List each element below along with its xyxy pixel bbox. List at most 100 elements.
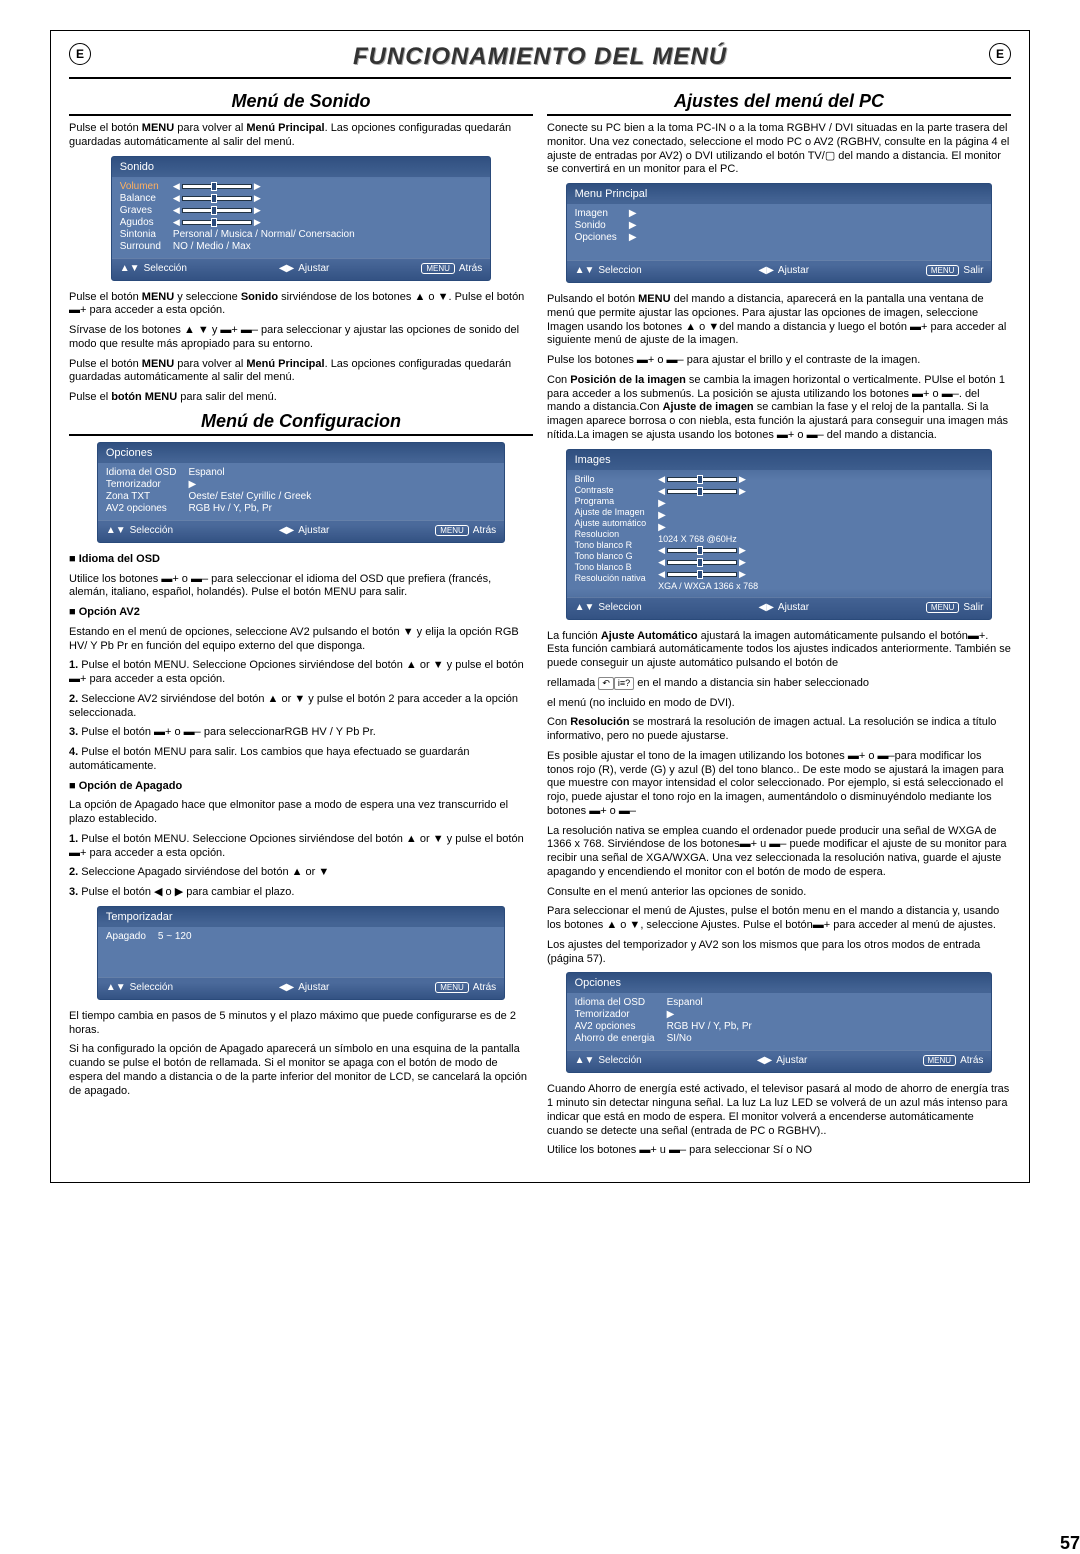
- para: Si ha configurado la opción de Apagado a…: [69, 1043, 533, 1098]
- para: Pulse el botón MENU para volver al Menú …: [69, 122, 533, 150]
- para: La función Ajuste Automático ajustará la…: [547, 630, 1011, 671]
- osd-item: Apagado: [106, 931, 146, 942]
- para: Es posible ajustar el tono de la imagen …: [547, 750, 1011, 819]
- osd-footer-back: MENUAtrás: [435, 982, 496, 993]
- subheading-apagado: Opción de Apagado: [69, 780, 533, 794]
- osd-footer-adjust: ◀▶Ajustar: [279, 263, 330, 274]
- osd-footer-back: MENUAtrás: [435, 525, 496, 536]
- osd-item: Tono blanco R: [575, 540, 647, 550]
- osd-value: RGB Hv / Y, Pb, Pr: [188, 503, 311, 514]
- para: Pulse los botones ▬+ o ▬– para ajustar e…: [547, 354, 1011, 368]
- para: Sírvase de los botones ▲ ▼ y ▬+ ▬– para …: [69, 324, 533, 352]
- osd-item: Temorizador: [106, 479, 177, 490]
- osd-value: Oeste/ Este/ Cyrillic / Greek: [188, 491, 311, 502]
- osd-item: Idioma del OSD: [106, 467, 177, 478]
- osd-value: Espanol: [188, 467, 311, 478]
- step: 1. Pulse el botón MENU. Seleccione Opcio…: [69, 833, 533, 861]
- para: rellamada ↶i≡? en el mando a distancia s…: [547, 677, 1011, 691]
- osd-item: Ahorro de energia: [575, 1033, 655, 1044]
- osd-value: ▶: [629, 208, 637, 219]
- header-badge-right: E: [989, 43, 1011, 65]
- osd-item: Agudos: [120, 217, 161, 228]
- osd-item: Zona TXT: [106, 491, 177, 502]
- osd-item: AV2 opciones: [575, 1021, 655, 1032]
- osd-item: Surround: [120, 241, 161, 252]
- page-frame: E FUNCIONAMIENTO DEL MENÚ E Menú de Soni…: [50, 30, 1030, 1183]
- para: Estando en el menú de opciones, seleccio…: [69, 626, 533, 654]
- step: 2. Seleccione Apagado sirviéndose del bo…: [69, 866, 533, 880]
- osd-item: Graves: [120, 205, 161, 216]
- para: Pulse el botón MENU y seleccione Sonido …: [69, 291, 533, 319]
- para: Para seleccionar el menú de Ajustes, pul…: [547, 905, 1011, 933]
- para: Utilice los botones ▬+ u ▬– para selecci…: [547, 1144, 1011, 1158]
- osd-slider: ◀▶: [658, 474, 758, 485]
- osd-item: Imagen: [575, 208, 617, 219]
- osd-slider: ◀▶: [173, 193, 355, 204]
- osd-item: Sintonia: [120, 229, 161, 240]
- para: Pulse el botón MENU para volver al Menú …: [69, 358, 533, 386]
- para: el menú (no incluido en modo de DVI).: [547, 697, 1011, 711]
- osd-item: Tono blanco G: [575, 551, 647, 561]
- para: Pulse el botón MENU para salir del menú.: [69, 391, 533, 405]
- osd-value: ▶: [629, 220, 637, 231]
- step: 1. Pulse el botón MENU. Seleccione Opcio…: [69, 659, 533, 687]
- osd-value: 5 ~ 120: [158, 931, 192, 942]
- osd-footer-select: ▲▼Seleccion: [575, 602, 642, 613]
- osd-title: Sonido: [112, 157, 490, 177]
- osd-footer-adjust: ◀▶Ajustar: [757, 1055, 808, 1066]
- osd-title: Menu Principal: [567, 184, 992, 204]
- para: Con Posición de la imagen se cambia la i…: [547, 374, 1011, 443]
- osd-title: Temporizadar: [98, 907, 504, 927]
- osd-item: Opciones: [575, 232, 617, 243]
- subheading-av2: Opción AV2: [69, 606, 533, 620]
- osd-item: Temorizador: [575, 1009, 655, 1020]
- osd-slider: ◀▶: [658, 557, 758, 568]
- osd-footer-back: MENUAtrás: [421, 263, 482, 274]
- osd-sonido: Sonido Volumen Balance Graves Agudos Sin…: [111, 156, 491, 281]
- step: 3. Pulse el botón ▬+ o ▬– para seleccion…: [69, 726, 533, 740]
- osd-value: XGA / WXGA 1366 x 768: [658, 581, 758, 591]
- osd-slider: ◀▶: [173, 205, 355, 216]
- para: Utilice los botones ▬+ o ▬– para selecci…: [69, 573, 533, 601]
- osd-menu-principal: Menu Principal Imagen Sonido Opciones ▶ …: [566, 183, 993, 283]
- osd-slider: ◀▶: [658, 569, 758, 580]
- osd-item: Ajuste de Imagen: [575, 507, 647, 517]
- page-number: 57: [1060, 1533, 1080, 1554]
- osd-value: SI/No: [667, 1033, 752, 1044]
- step: 3. Pulse el botón ◀ o ▶ para cambiar el …: [69, 886, 533, 900]
- osd-item: Idioma del OSD: [575, 997, 655, 1008]
- recall-button-icon: ↶: [598, 677, 614, 690]
- osd-item: Resolucion: [575, 529, 647, 539]
- section-title-pc: Ajustes del menú del PC: [547, 91, 1011, 112]
- two-column-layout: Menú de Sonido Pulse el botón MENU para …: [69, 87, 1011, 1164]
- osd-item: AV2 opciones: [106, 503, 177, 514]
- osd-value: 1024 X 768 @60Hz: [658, 534, 758, 544]
- header-rule: [69, 77, 1011, 79]
- osd-item: Contraste: [575, 485, 647, 495]
- osd-images: Images Brillo Contraste Programa Ajuste …: [566, 449, 993, 620]
- osd-footer-back: MENUAtrás: [923, 1055, 984, 1066]
- osd-footer-select: ▲▼Selección: [106, 525, 173, 536]
- right-column: Ajustes del menú del PC Conecte su PC bi…: [547, 87, 1011, 1164]
- info-button-icon: i≡?: [614, 677, 634, 690]
- osd-slider: ◀▶: [658, 545, 758, 556]
- header: E FUNCIONAMIENTO DEL MENÚ E: [69, 43, 1011, 71]
- section-title-config: Menú de Configuracion: [69, 411, 533, 432]
- page-title: FUNCIONAMIENTO DEL MENÚ: [353, 43, 727, 71]
- osd-item: Sonido: [575, 220, 617, 231]
- osd-footer-back: MENUSalir: [926, 265, 984, 276]
- osd-temporizadar: Temporizadar Apagado 5 ~ 120 ▲▼Selección…: [97, 906, 505, 1000]
- osd-footer-select: ▲▼Selección: [106, 982, 173, 993]
- para: Pulsando el botón MENU del mando a dista…: [547, 293, 1011, 348]
- osd-value: RGB HV / Y, Pb, Pr: [667, 1021, 752, 1032]
- subheading-idioma: Idioma del OSD: [69, 553, 533, 567]
- para: Conecte su PC bien a la toma PC-IN o a l…: [547, 122, 1011, 177]
- osd-opciones: Opciones Idioma del OSD Temorizador Zona…: [97, 442, 505, 543]
- osd-opciones-pc: Opciones Idioma del OSD Temorizador AV2 …: [566, 972, 993, 1073]
- osd-item: Balance: [120, 193, 161, 204]
- osd-slider: ◀▶: [173, 181, 355, 192]
- osd-value: ▶: [667, 1009, 752, 1020]
- osd-value: ▶: [629, 232, 637, 243]
- osd-footer-adjust: ◀▶Ajustar: [759, 265, 810, 276]
- para: La resolución nativa se emplea cuando el…: [547, 825, 1011, 880]
